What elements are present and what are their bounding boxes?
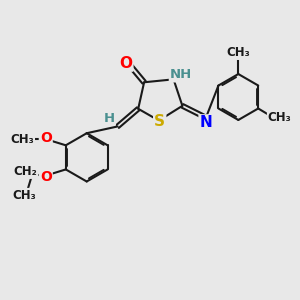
Text: CH₃: CH₃ bbox=[13, 189, 36, 202]
Text: CH₃: CH₃ bbox=[268, 111, 292, 124]
Text: NH: NH bbox=[170, 68, 192, 81]
Text: N: N bbox=[200, 116, 212, 130]
Text: CH₃: CH₃ bbox=[10, 133, 34, 146]
Text: O: O bbox=[40, 131, 52, 145]
Text: CH₃: CH₃ bbox=[226, 46, 250, 59]
Text: O: O bbox=[40, 170, 52, 184]
Text: H: H bbox=[104, 112, 115, 125]
Text: O: O bbox=[119, 56, 132, 70]
Text: S: S bbox=[154, 114, 165, 129]
Text: CH₂: CH₂ bbox=[14, 165, 37, 178]
